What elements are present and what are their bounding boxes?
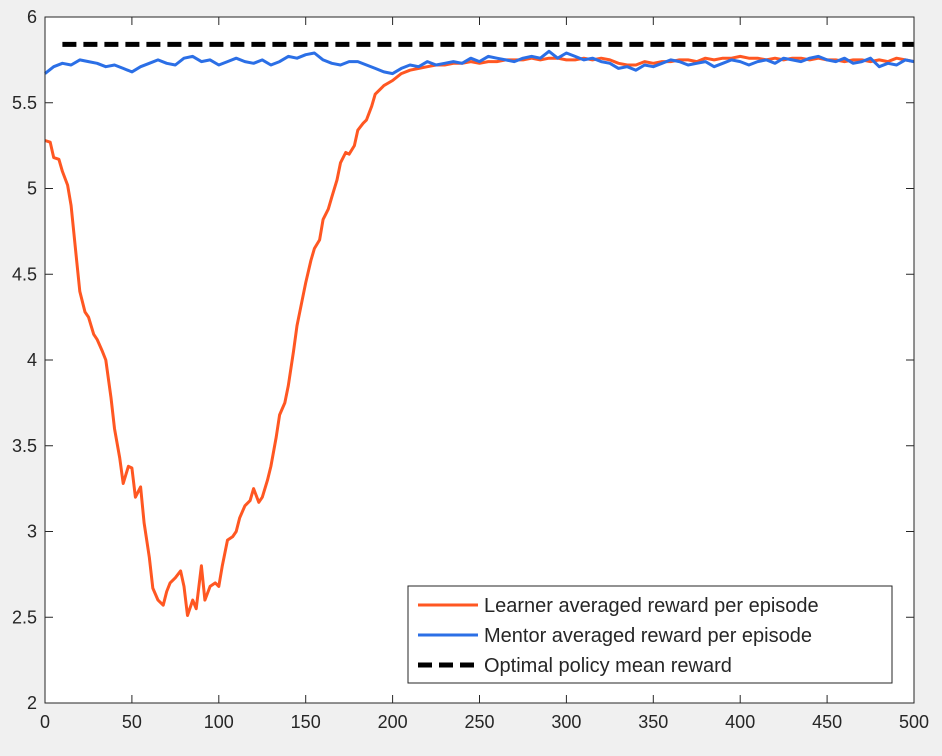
y-tick-label: 5 (27, 179, 37, 199)
legend-box (407, 585, 893, 684)
x-tick-label: 300 (551, 712, 581, 732)
y-tick-label: 3 (27, 522, 37, 542)
x-tick-label: 0 (40, 712, 50, 732)
y-tick-label: 3.5 (12, 436, 37, 456)
series-layer (44, 41, 915, 617)
legend-label-2: Optimal policy mean reward (484, 655, 732, 677)
axes-layer: 0 50 100 150 200 250 300 350 400 450 500 2 2.5 3 3.5 4 4… (12, 7, 929, 732)
x-tick-label: 150 (291, 712, 321, 732)
x-tick-label: 100 (204, 712, 234, 732)
series-line-1 (44, 49, 915, 76)
legend-label-1: Mentor averaged reward per episode (484, 625, 812, 647)
y-tick-label: 5.5 (12, 93, 37, 113)
y-tick-label: 2.5 (12, 607, 37, 627)
x-tick-label: 400 (725, 712, 755, 732)
y-tick-label: 2 (27, 693, 37, 713)
x-tick-label: 500 (899, 712, 929, 732)
legend: Learner averaged reward per episode Mento… (407, 585, 893, 684)
legend-label-0: Learner averaged reward per episode (484, 595, 819, 617)
x-tick-label: 200 (378, 712, 408, 732)
x-tick-label: 50 (122, 712, 142, 732)
y-tick-label: 6 (27, 7, 37, 27)
series-line-0 (44, 54, 915, 617)
x-tick-label: 250 (464, 712, 494, 732)
x-tick-label: 450 (812, 712, 842, 732)
x-tick-label: 350 (638, 712, 668, 732)
y-tick-label: 4.5 (12, 264, 37, 284)
y-tick-label: 4 (27, 350, 37, 370)
